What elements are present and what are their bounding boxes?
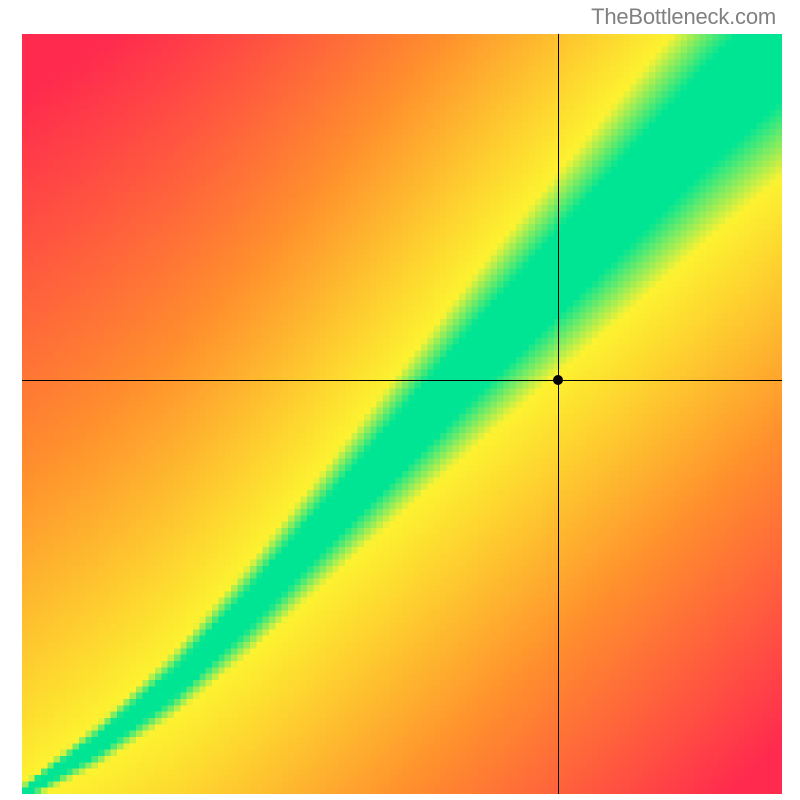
attribution-label: TheBottleneck.com xyxy=(591,4,776,30)
crosshair-vertical xyxy=(558,34,559,794)
heatmap-canvas xyxy=(22,34,782,794)
bottleneck-heatmap xyxy=(20,32,784,796)
selection-marker xyxy=(553,375,563,385)
chart-container: TheBottleneck.com xyxy=(0,0,800,800)
crosshair-horizontal xyxy=(22,380,782,381)
